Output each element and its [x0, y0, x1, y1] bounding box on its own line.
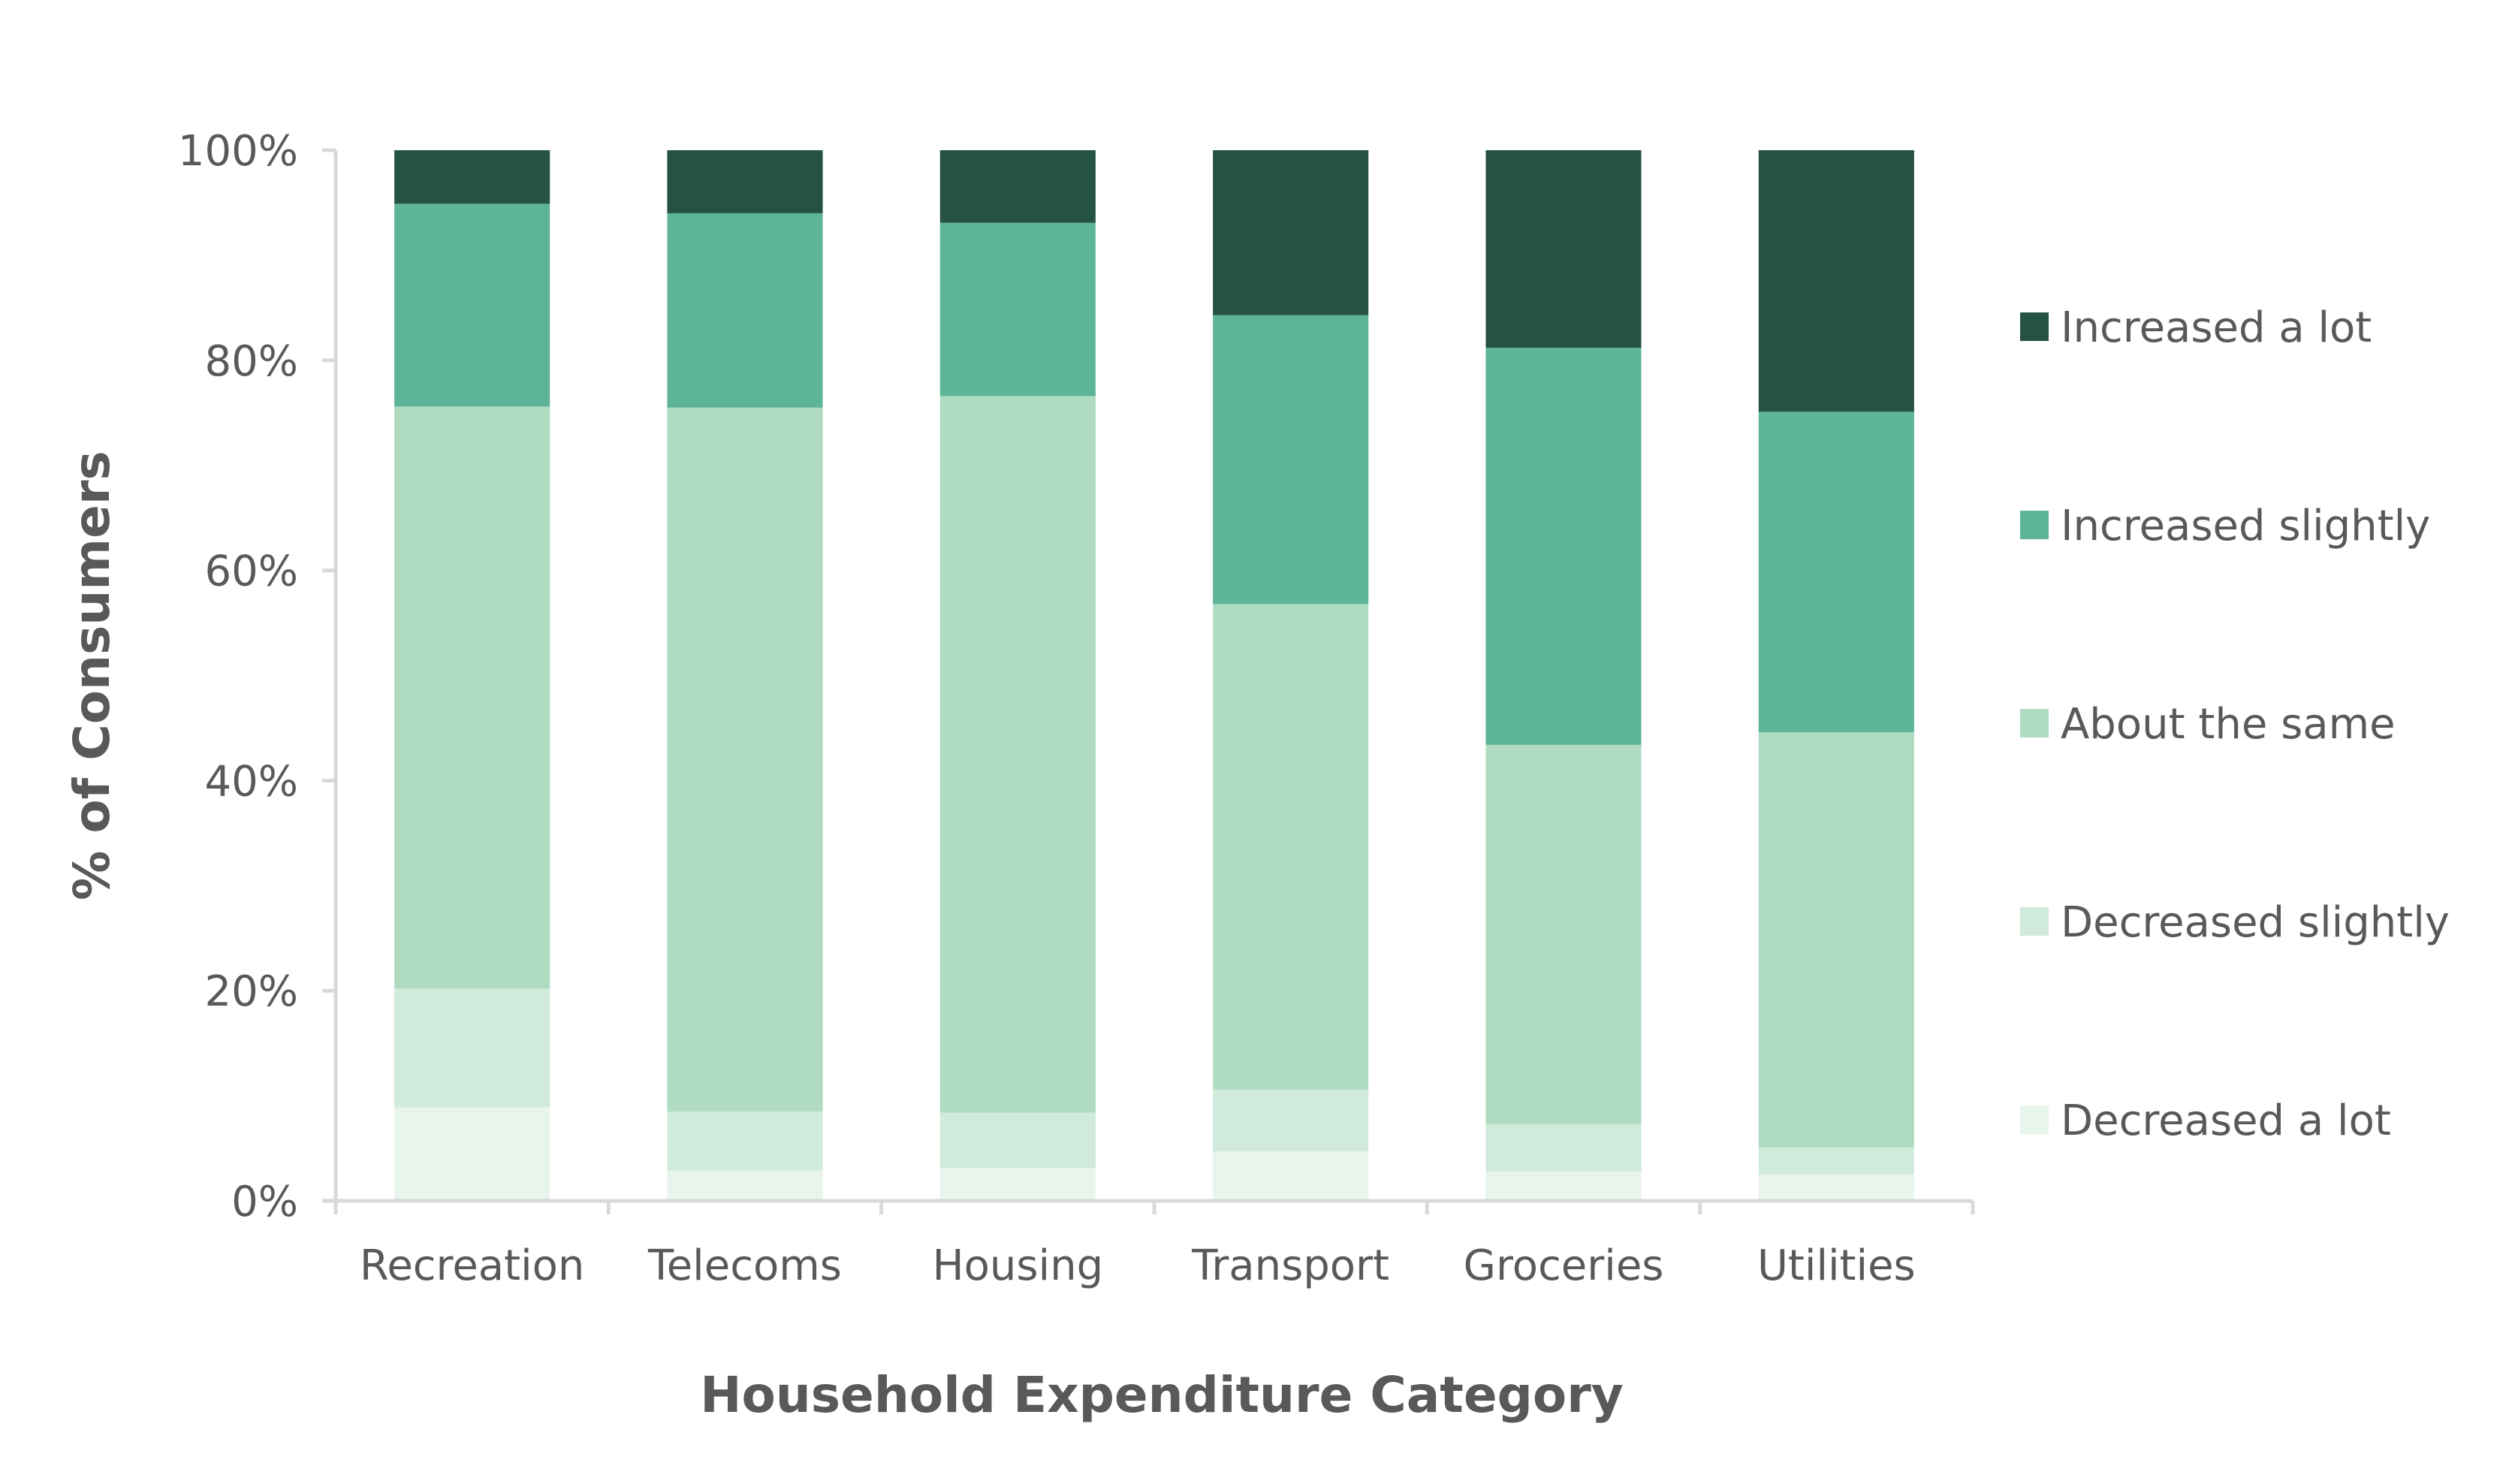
x-tick-label: Groceries	[1464, 1241, 1664, 1290]
bar-segment-telecoms-decreased-a-lot	[667, 1170, 823, 1201]
legend-swatch	[2020, 312, 2049, 341]
bar-segment-utilities-increased-a-lot	[1758, 150, 1914, 412]
x-tick-label: Recreation	[360, 1241, 584, 1290]
x-axis-title: Household Expenditure Category	[700, 1366, 1624, 1424]
bar-segment-transport-decreased-a-lot	[1213, 1151, 1369, 1201]
bar-segment-recreation-decreased-slightly	[394, 988, 550, 1108]
bar-segment-transport-about-the-same	[1213, 604, 1369, 1090]
y-tick-label: 0%	[231, 1178, 298, 1226]
bar-segment-telecoms-decreased-slightly	[667, 1111, 823, 1171]
legend-item: Increased a lot	[2020, 303, 2372, 352]
bars-layer	[394, 150, 1914, 1201]
legend-label: Decreased slightly	[2061, 898, 2450, 947]
bar-segment-utilities-decreased-slightly	[1758, 1147, 1914, 1175]
y-tick-label: 60%	[205, 547, 298, 596]
axes-layer	[322, 150, 1973, 1203]
x-tick-labels: Recreation Telecoms Housing Transport Grocer…	[333, 1201, 1975, 1290]
bar-segment-telecoms-about-the-same	[667, 407, 823, 1112]
legend-swatch	[2020, 1105, 2049, 1134]
legend-swatch	[2020, 907, 2049, 936]
bar-segment-groceries-decreased-slightly	[1485, 1124, 1642, 1172]
legend-item: Increased slightly	[2020, 502, 2430, 550]
legend-label: Increased a lot	[2061, 303, 2372, 352]
bar-segment-groceries-decreased-a-lot	[1485, 1171, 1642, 1201]
bar-segment-utilities-about-the-same	[1758, 732, 1914, 1148]
bar-stack-recreation	[394, 150, 550, 1201]
bar-stack-transport	[1213, 150, 1369, 1201]
bar-segment-housing-increased-a-lot	[939, 150, 1096, 223]
bar-segment-transport-decreased-slightly	[1213, 1089, 1369, 1152]
bar-segment-telecoms-increased-a-lot	[667, 150, 823, 213]
legend-item: Decreased a lot	[2020, 1096, 2391, 1145]
legend-label: Decreased a lot	[2061, 1096, 2391, 1145]
bar-segment-recreation-increased-a-lot	[394, 150, 550, 204]
legend-label: Increased slightly	[2061, 502, 2430, 550]
y-tick-label: 20%	[205, 967, 298, 1016]
bar-segment-housing-decreased-a-lot	[939, 1168, 1096, 1201]
bar-segment-recreation-decreased-a-lot	[394, 1107, 550, 1201]
x-tick-label: Telecoms	[647, 1241, 842, 1290]
legend-item: About the same	[2020, 700, 2396, 749]
legend-swatch	[2020, 709, 2049, 737]
y-tick-label: 80%	[205, 337, 298, 386]
legend-label: About the same	[2061, 700, 2396, 749]
y-tick-labels: 0% 20% 40% 60% 80% 100%	[178, 127, 336, 1226]
bar-stack-groceries	[1485, 150, 1642, 1201]
bar-segment-housing-increased-slightly	[939, 222, 1096, 397]
y-tick-label: 40%	[205, 757, 298, 806]
bar-segment-telecoms-increased-slightly	[667, 213, 823, 408]
bar-segment-housing-about-the-same	[939, 396, 1096, 1113]
bar-segment-recreation-increased-slightly	[394, 204, 550, 407]
bar-segment-groceries-about-the-same	[1485, 744, 1642, 1124]
bar-segment-utilities-increased-slightly	[1758, 412, 1914, 733]
legend-item: Decreased slightly	[2020, 898, 2450, 947]
y-tick-label: 100%	[178, 127, 298, 176]
bar-segment-groceries-increased-slightly	[1485, 348, 1642, 745]
bar-segment-housing-decreased-slightly	[939, 1112, 1096, 1169]
bar-segment-groceries-increased-a-lot	[1485, 150, 1642, 348]
bar-segment-transport-increased-slightly	[1213, 315, 1369, 605]
y-axis-title: % of Consumers	[63, 451, 121, 900]
bar-stack-utilities	[1758, 150, 1914, 1201]
bar-segment-recreation-about-the-same	[394, 406, 550, 989]
x-tick-label: Housing	[933, 1241, 1104, 1290]
legend: Increased a lot Increased slightly About t…	[2020, 303, 2450, 1145]
x-tick-label: Utilities	[1757, 1241, 1916, 1290]
bar-stack-housing	[939, 150, 1096, 1201]
x-tick-label: Transport	[1191, 1241, 1389, 1290]
bar-segment-utilities-decreased-a-lot	[1758, 1175, 1914, 1201]
bar-stack-telecoms	[667, 150, 823, 1201]
bar-segment-transport-increased-a-lot	[1213, 150, 1369, 315]
legend-swatch	[2020, 511, 2049, 539]
